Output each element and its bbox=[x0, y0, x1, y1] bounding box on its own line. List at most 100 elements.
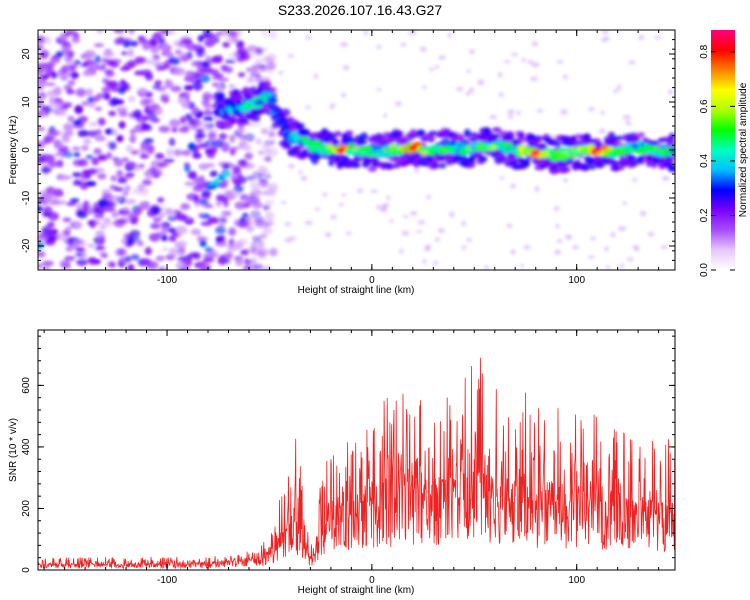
noise-blob bbox=[71, 119, 83, 126]
noise-blob bbox=[168, 247, 181, 256]
noise-blob bbox=[143, 138, 154, 144]
noise-blob bbox=[118, 110, 128, 117]
noise-blob bbox=[221, 210, 232, 217]
noise-blob bbox=[111, 195, 122, 201]
noise-blob bbox=[105, 221, 115, 227]
noise-blob bbox=[167, 30, 176, 35]
noise-blob bbox=[420, 46, 427, 52]
noise-blob bbox=[62, 124, 75, 131]
noise-blob bbox=[150, 46, 159, 54]
noise-blob bbox=[158, 266, 167, 270]
noise-blob bbox=[244, 152, 254, 160]
ridge-halo-blob bbox=[251, 117, 260, 122]
noise-blob bbox=[466, 237, 473, 242]
noise-blob bbox=[125, 199, 137, 205]
noise-blob bbox=[139, 154, 149, 159]
noise-blob bbox=[205, 147, 215, 156]
spectrogram-noise-blobs bbox=[38, 30, 674, 270]
noise-blob bbox=[228, 84, 236, 89]
noise-blob bbox=[143, 200, 150, 210]
noise-blob bbox=[55, 159, 64, 168]
noise-blob bbox=[237, 159, 248, 165]
snr-y-tick-label: 400 bbox=[21, 438, 32, 455]
noise-blob bbox=[70, 73, 80, 78]
ridge-halo-blob bbox=[631, 162, 638, 167]
noise-blob bbox=[49, 56, 61, 64]
noise-blob bbox=[158, 212, 166, 219]
noise-blob bbox=[265, 155, 272, 163]
noise-blob bbox=[40, 74, 50, 80]
noise-blob bbox=[75, 247, 85, 252]
noise-blob bbox=[40, 49, 50, 59]
noise-blob bbox=[234, 240, 244, 250]
noise-blob bbox=[87, 53, 94, 60]
noise-blob bbox=[38, 126, 46, 132]
figure-title: S233.2026.107.16.43.G27 bbox=[278, 2, 442, 18]
noise-blob bbox=[129, 229, 141, 238]
noise-blob bbox=[267, 130, 276, 138]
ridge-halo-blob bbox=[243, 120, 250, 125]
ridge-halo-blob bbox=[385, 163, 395, 170]
noise-blob bbox=[255, 138, 262, 145]
noise-blob bbox=[270, 250, 277, 256]
noise-blob bbox=[146, 59, 156, 66]
noise-blob bbox=[174, 49, 182, 55]
ridge-peak-blob bbox=[592, 147, 603, 153]
ridge-halo-blob bbox=[492, 133, 501, 138]
noise-blob bbox=[341, 193, 347, 197]
noise-blob bbox=[161, 246, 169, 252]
noise-blob bbox=[38, 44, 44, 50]
ridge-core-blob bbox=[272, 113, 282, 119]
noise-blob bbox=[88, 121, 100, 127]
noise-blob bbox=[94, 55, 102, 64]
spectrogram-x-tick-label: 0 bbox=[369, 275, 375, 286]
noise-blob bbox=[264, 211, 275, 221]
noise-blob bbox=[264, 199, 275, 205]
noise-blob bbox=[220, 64, 229, 71]
noise-blob bbox=[128, 30, 136, 34]
noise-blob bbox=[438, 55, 446, 60]
noise-blob bbox=[191, 81, 204, 90]
ridge-core-blob bbox=[669, 147, 675, 155]
noise-blob bbox=[160, 95, 168, 102]
noise-blob bbox=[497, 72, 503, 78]
noise-blob bbox=[218, 235, 226, 243]
noise-blob bbox=[133, 207, 142, 216]
noise-blob bbox=[191, 73, 202, 79]
noise-blob bbox=[667, 89, 674, 95]
noise-blob bbox=[288, 163, 295, 169]
noise-blob bbox=[117, 86, 126, 95]
noise-blob bbox=[67, 80, 76, 86]
noise-blob bbox=[128, 95, 136, 103]
noise-blob bbox=[153, 61, 165, 68]
ridge-halo-blob bbox=[518, 132, 525, 140]
noise-blob bbox=[212, 139, 224, 148]
noise-blob bbox=[253, 264, 264, 270]
noise-blob bbox=[53, 151, 64, 157]
noise-blob bbox=[97, 172, 107, 180]
noise-blob bbox=[613, 89, 620, 93]
noise-blob bbox=[507, 114, 514, 119]
noise-blob bbox=[158, 125, 171, 133]
noise-blob bbox=[601, 30, 609, 35]
noise-blob bbox=[401, 230, 409, 236]
noise-blob bbox=[417, 220, 426, 225]
noise-blob bbox=[209, 170, 218, 178]
noise-blob bbox=[146, 260, 159, 270]
noise-blob bbox=[305, 35, 312, 40]
noise-blob bbox=[57, 232, 67, 241]
noise-blob bbox=[224, 189, 236, 199]
noise-blob bbox=[376, 44, 382, 49]
noise-blob bbox=[588, 106, 595, 112]
noise-blob bbox=[44, 35, 52, 45]
ridge-halo-blob bbox=[439, 162, 446, 169]
noise-blob bbox=[167, 215, 178, 221]
noise-blob bbox=[46, 221, 55, 229]
spectrogram-panel: -100 0 100 -20 -10 0 10 20 Height of str… bbox=[8, 29, 676, 296]
noise-blob bbox=[105, 206, 116, 213]
noise-blob bbox=[152, 54, 161, 62]
noise-blob bbox=[221, 145, 230, 153]
noise-blob bbox=[38, 85, 45, 90]
noise-blob bbox=[421, 85, 428, 90]
noise-blob bbox=[45, 233, 54, 242]
